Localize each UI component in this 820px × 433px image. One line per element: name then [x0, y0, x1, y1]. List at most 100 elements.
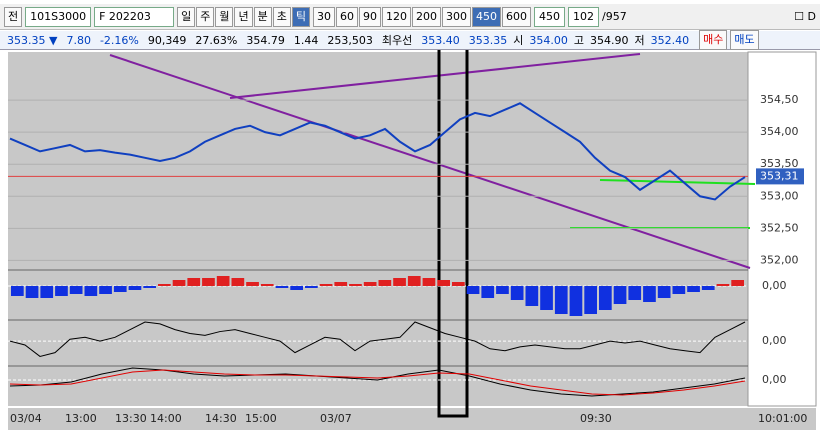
current-label: 353,31	[760, 169, 799, 182]
histogram-bar	[599, 286, 612, 310]
histogram-bar	[334, 282, 348, 286]
histogram-bar	[187, 278, 201, 286]
highlight-box	[437, 50, 469, 418]
histogram-bar	[246, 282, 259, 286]
y-tick-label: 352,00	[760, 253, 799, 266]
zero-label: 0,00	[762, 279, 787, 292]
sell-button[interactable]: 매도	[730, 30, 759, 50]
histogram-bar	[11, 286, 24, 296]
zero-label: 0,00	[762, 373, 787, 386]
histogram-bar	[466, 286, 480, 294]
toolbar-button[interactable]: 600	[501, 6, 531, 27]
open-label: 시	[513, 34, 524, 47]
price-line	[9, 102, 746, 201]
quote-bar: 353.35 ▼ 7.80 -2.16% 90,349 27.63% 354.7…	[0, 30, 820, 50]
y-tick-label: 354,00	[760, 125, 799, 138]
histogram-bar	[687, 286, 700, 292]
axis-background	[747, 51, 817, 407]
toolbar-button[interactable]: 30	[312, 6, 335, 27]
histogram-bar	[613, 286, 627, 304]
price-line	[9, 369, 746, 396]
histogram-bar	[305, 286, 318, 288]
interval-field[interactable]: 450	[533, 6, 565, 27]
y-tick-label: 353,50	[760, 157, 799, 170]
histogram-bar	[481, 286, 495, 298]
chart: 354,50 354,00 353,50 353,00 352,50 352,00 353,…	[8, 50, 817, 430]
histogram-bar	[496, 286, 509, 294]
histogram-bar	[540, 286, 553, 310]
histogram-bar	[99, 286, 112, 294]
low: 352.40	[650, 33, 690, 47]
y-tick-label: 352,50	[760, 221, 799, 234]
code-field[interactable]: 101S3000	[25, 6, 92, 27]
histogram-bar	[216, 276, 230, 286]
toolbar-button[interactable]: 450	[471, 6, 501, 27]
value: 253,503	[327, 33, 373, 47]
x-tick-label: 13:30	[115, 412, 147, 425]
price-line	[9, 367, 746, 397]
ask: 353.40	[421, 33, 460, 47]
histogram-bar	[143, 286, 156, 288]
histogram-bar	[113, 286, 127, 292]
histogram-bar	[202, 278, 215, 286]
high-label: 고	[573, 34, 584, 47]
bid: 353.35	[468, 33, 508, 47]
histogram-bar	[363, 282, 377, 286]
toolbar-button[interactable]: 주	[196, 6, 215, 27]
trend-line	[229, 53, 641, 99]
histogram-bar	[628, 286, 642, 300]
support-line	[599, 179, 756, 185]
x-tick-label: 03/04	[10, 412, 42, 425]
buy-button[interactable]: 매수	[699, 30, 728, 50]
histogram-bar	[25, 286, 39, 298]
histogram-bar	[672, 286, 686, 294]
toolbar-button[interactable]: 60	[335, 6, 358, 27]
x-tick-label: 13:00	[65, 412, 97, 425]
toolbar-button[interactable]: 월	[215, 6, 234, 27]
histogram-bar	[172, 280, 186, 286]
price-line	[9, 321, 746, 357]
toolbar-button[interactable]: 일	[177, 6, 196, 27]
toolbar-button[interactable]: 300	[441, 6, 471, 27]
x-tick-label: 14:30	[205, 412, 237, 425]
histogram-bar	[55, 286, 68, 296]
check-label[interactable]: ☐ D	[794, 10, 816, 23]
histogram-bar	[716, 284, 730, 286]
toolbar-button[interactable]: 200	[411, 6, 441, 27]
x-tick-label: 15:00	[245, 412, 277, 425]
high: 354.90	[589, 33, 629, 47]
y-tick-label: 353,00	[760, 189, 799, 202]
x-tick-label: 14:00	[150, 412, 182, 425]
histogram-bar	[701, 286, 715, 290]
trend-line	[109, 54, 751, 269]
histogram-bar	[643, 286, 656, 302]
change: 7.80	[66, 33, 91, 47]
x-tick-label: 09:30	[580, 412, 612, 425]
histogram-bar	[84, 286, 98, 296]
check-text: D	[807, 10, 816, 23]
toolbar-button[interactable]: 120	[381, 6, 411, 27]
toolbar-button[interactable]: 년	[234, 6, 253, 27]
toolbar-button[interactable]: 분	[253, 6, 272, 27]
count-field[interactable]: 102	[567, 6, 599, 27]
value: 354.79	[246, 33, 285, 47]
clock-label: 10:01:00	[758, 412, 807, 425]
toolbar-button[interactable]: 틱	[291, 6, 310, 27]
histogram-bar	[319, 284, 333, 286]
change-pct: -2.16%	[99, 33, 139, 47]
contract-field[interactable]: F 202203	[94, 6, 175, 27]
mode-button[interactable]: 전	[4, 6, 23, 27]
toolbar-button[interactable]: 90	[358, 6, 381, 27]
histogram-bar	[128, 286, 142, 290]
toolbar-button[interactable]: 초	[272, 6, 291, 27]
histogram-bar	[275, 286, 289, 288]
value: 1.44	[293, 33, 319, 47]
histogram-bar	[290, 286, 303, 290]
open: 354.00	[529, 33, 568, 47]
current-box	[756, 168, 804, 185]
histogram-bar	[40, 286, 54, 298]
histogram-bar	[731, 280, 744, 286]
histogram-bar	[422, 278, 436, 286]
